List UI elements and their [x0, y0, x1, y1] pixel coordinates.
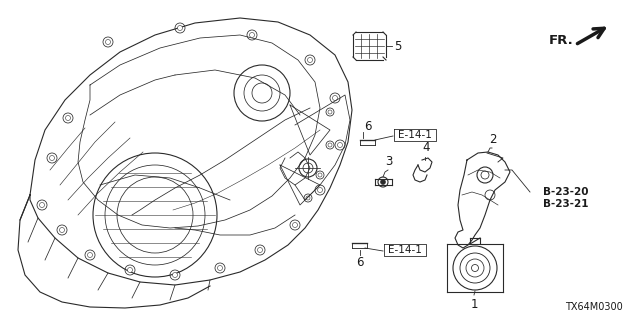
Text: 5: 5 — [394, 39, 401, 52]
Text: B-23-20: B-23-20 — [543, 187, 589, 197]
Text: 3: 3 — [385, 155, 393, 168]
Text: 2: 2 — [489, 133, 497, 146]
Circle shape — [65, 116, 70, 121]
Circle shape — [307, 58, 312, 62]
Text: TX64M0300: TX64M0300 — [565, 302, 623, 312]
Circle shape — [88, 252, 93, 258]
Circle shape — [337, 142, 342, 148]
Circle shape — [49, 156, 54, 161]
Circle shape — [40, 203, 45, 207]
Circle shape — [250, 33, 255, 37]
Circle shape — [60, 228, 65, 233]
Text: 4: 4 — [422, 141, 429, 154]
Circle shape — [218, 266, 223, 270]
Text: 6: 6 — [356, 255, 364, 268]
Circle shape — [292, 222, 298, 228]
Circle shape — [177, 26, 182, 30]
Text: E-14-1: E-14-1 — [398, 130, 432, 140]
Text: 6: 6 — [364, 119, 371, 132]
Circle shape — [317, 188, 323, 193]
Circle shape — [333, 95, 337, 100]
Circle shape — [381, 180, 385, 185]
Text: E-14-1: E-14-1 — [388, 245, 422, 255]
Text: 1: 1 — [470, 298, 477, 311]
Circle shape — [173, 273, 177, 277]
Circle shape — [106, 39, 111, 44]
Text: FR.: FR. — [549, 34, 574, 46]
Circle shape — [127, 268, 132, 273]
Text: B-23-21: B-23-21 — [543, 199, 589, 209]
Circle shape — [257, 247, 262, 252]
